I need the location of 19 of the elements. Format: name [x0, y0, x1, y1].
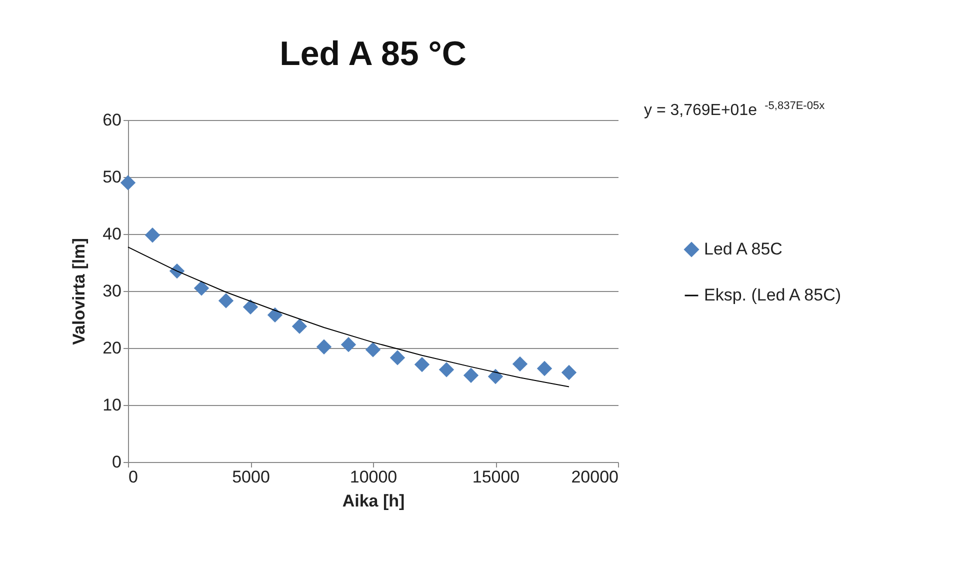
legend-label: Led A 85C — [704, 240, 782, 258]
y-tick-label: 30 — [102, 282, 122, 300]
y-axis-title: Valovirta [lm] — [70, 238, 89, 345]
y-tick-label: 10 — [102, 396, 122, 414]
y-tick-label: 20 — [102, 338, 122, 358]
x-tick-label: 15000 — [472, 468, 520, 486]
line-series — [128, 246, 570, 388]
x-tick-label: 20000 — [571, 468, 618, 486]
y-tick-label: 40 — [102, 224, 122, 244]
y-tick-label: 0 — [112, 452, 122, 472]
text: y = 3,769E+01e-5,837E-05x — [644, 100, 826, 119]
legend-label: Eksp. (Led A 85C) — [704, 286, 842, 304]
y-tick-label: 60 — [102, 110, 122, 130]
x-tick-label: 5000 — [232, 468, 270, 486]
y-tick-label: 50 — [102, 168, 122, 186]
x-tick-label: 10000 — [350, 468, 398, 486]
x-tick-label: 0 — [128, 468, 138, 486]
chart-title: Led A 85 °C — [280, 35, 466, 73]
x-axis-title: Aika [h] — [342, 492, 405, 510]
